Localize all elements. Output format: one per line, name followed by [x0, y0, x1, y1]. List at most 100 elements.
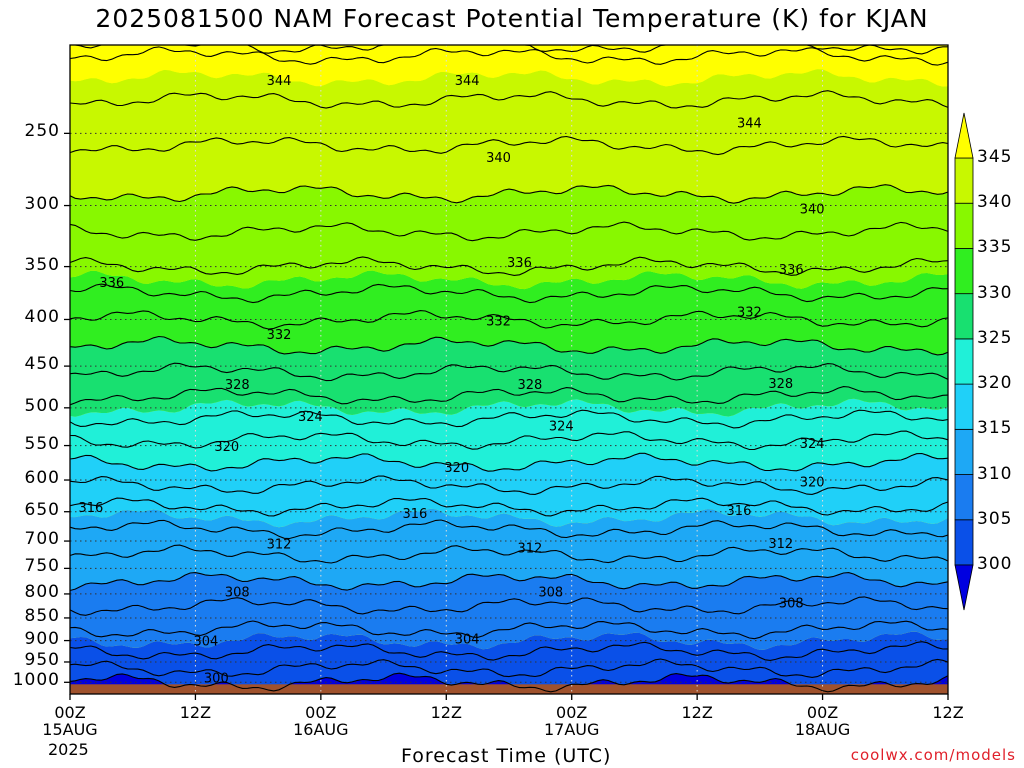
colorbar-max-arrow [954, 112, 974, 159]
contour-338 [69, 221, 949, 242]
x-tick-label: 12Z [430, 703, 462, 722]
y-tick-label: 800 [24, 581, 60, 602]
colorbar-label: 330 [977, 282, 1013, 303]
colorbar-min-arrow [954, 564, 974, 611]
y-tick-label: 700 [24, 529, 60, 550]
contour-label-320: 320 [444, 461, 469, 476]
contour-342 [69, 135, 949, 156]
contour-334 [69, 283, 949, 304]
contour-label-340: 340 [800, 202, 825, 217]
contour-318 [69, 475, 949, 495]
contour-label-336: 336 [779, 263, 804, 278]
contour-label-312: 312 [267, 537, 292, 552]
y-tick-label: 650 [24, 499, 60, 520]
colorbar-label: 335 [977, 237, 1013, 258]
contour-label-316: 316 [78, 501, 103, 516]
contour-label-344: 344 [455, 74, 480, 89]
x-tick-label: 00Z 15AUG [42, 703, 98, 739]
fill-band-325 [70, 336, 948, 417]
y-tick-label: 400 [24, 307, 60, 328]
x-tick-label: 00Z 16AUG [293, 703, 349, 739]
fill-bands [70, 45, 948, 694]
colorbar-label: 345 [977, 147, 1013, 167]
contour-330 [69, 335, 949, 356]
contour-304 [69, 641, 949, 661]
credit-link[interactable]: coolwx.com/models [850, 746, 1016, 764]
y-tick-label: 900 [24, 628, 60, 649]
contour-label-328: 328 [225, 378, 250, 393]
contour-label-308: 308 [225, 585, 250, 600]
contour-label-312: 312 [517, 541, 542, 556]
contour-lines [69, 44, 949, 693]
contour-340 [69, 184, 949, 204]
y-tick-label: 350 [24, 254, 60, 275]
contour-label-324: 324 [800, 437, 825, 452]
contour-label-320: 320 [800, 476, 825, 491]
colorbar-bin-320 [954, 338, 974, 385]
colorbar-label: 340 [977, 192, 1013, 213]
contour-328 [69, 362, 949, 382]
colorbar-label: 325 [977, 327, 1013, 348]
contour-label-312: 312 [768, 537, 793, 552]
chart-title: 2025081500 NAM Forecast Potential Temper… [95, 4, 929, 33]
y-tick-label: 850 [24, 605, 60, 626]
y-tick-label: 600 [24, 468, 60, 489]
colorbar-bin-340 [954, 157, 974, 204]
fill-band-340 [70, 69, 948, 204]
contour-label-344: 344 [737, 117, 762, 132]
contour-label-332: 332 [737, 305, 762, 320]
contour-label-344: 344 [267, 74, 292, 89]
y-tick-label: 450 [24, 354, 60, 375]
fill-band-310 [70, 508, 948, 591]
fill-band-335 [70, 184, 948, 290]
colorbar-bin-315 [954, 383, 974, 430]
fill-band-320 [70, 398, 948, 472]
colorbar [954, 112, 974, 611]
colorbar-bin-330 [954, 248, 974, 295]
contour-344 [69, 90, 949, 109]
contour-label-332: 332 [486, 314, 511, 329]
contour-300 [69, 672, 949, 693]
contour-336 [69, 256, 949, 276]
colorbar-label: 310 [977, 463, 1013, 484]
colorbar-label: 305 [977, 508, 1013, 529]
y-tick-label: 750 [24, 556, 60, 577]
y-tick-label: 950 [24, 649, 60, 670]
x-tick-label: 12Z [932, 703, 964, 722]
contour-312 [69, 544, 949, 564]
contour-label-320: 320 [214, 440, 239, 455]
contour-label-340: 340 [486, 151, 511, 166]
contour-316 [69, 497, 949, 517]
contour-label-304: 304 [193, 634, 218, 649]
colorbar-bin-305 [954, 474, 974, 521]
fill-band-305 [70, 572, 948, 650]
x-tick-label: 00Z 18AUG [794, 703, 851, 739]
colorbar-bin-310 [954, 428, 974, 475]
colorbar-bin-335 [954, 202, 974, 249]
x-tick-label: 12Z [179, 703, 212, 722]
fill-band-300 [70, 631, 948, 692]
contour-label-328: 328 [517, 378, 542, 393]
contour-label-316: 316 [727, 504, 752, 519]
colorbar-label: 300 [977, 554, 1013, 574]
contour-label-328: 328 [768, 377, 793, 392]
y-tick-label: 300 [24, 193, 60, 214]
colorbar-bin-325 [954, 293, 974, 340]
contour-324 [69, 409, 949, 429]
contour-306 [69, 620, 949, 640]
x-tick-label: 12Z [681, 703, 713, 722]
contour-326 [69, 386, 949, 406]
contour-labels: 344 344 344 340 340 336 336 336 332 332 332 328 328 3… [78, 74, 824, 686]
contour-322 [69, 430, 949, 451]
fill-band-330 [70, 270, 948, 355]
contour-label-336: 336 [99, 276, 124, 291]
year-label: 2025 [48, 740, 89, 759]
y-tick-label: 550 [24, 433, 60, 454]
contour-label-300: 300 [204, 671, 229, 686]
contour-label-304: 304 [455, 632, 480, 647]
ground-strip [70, 684, 948, 694]
x-axis-title: Forecast Time (UTC) [401, 745, 612, 767]
fill-band-345 [70, 45, 948, 87]
contour-346 [69, 46, 949, 66]
